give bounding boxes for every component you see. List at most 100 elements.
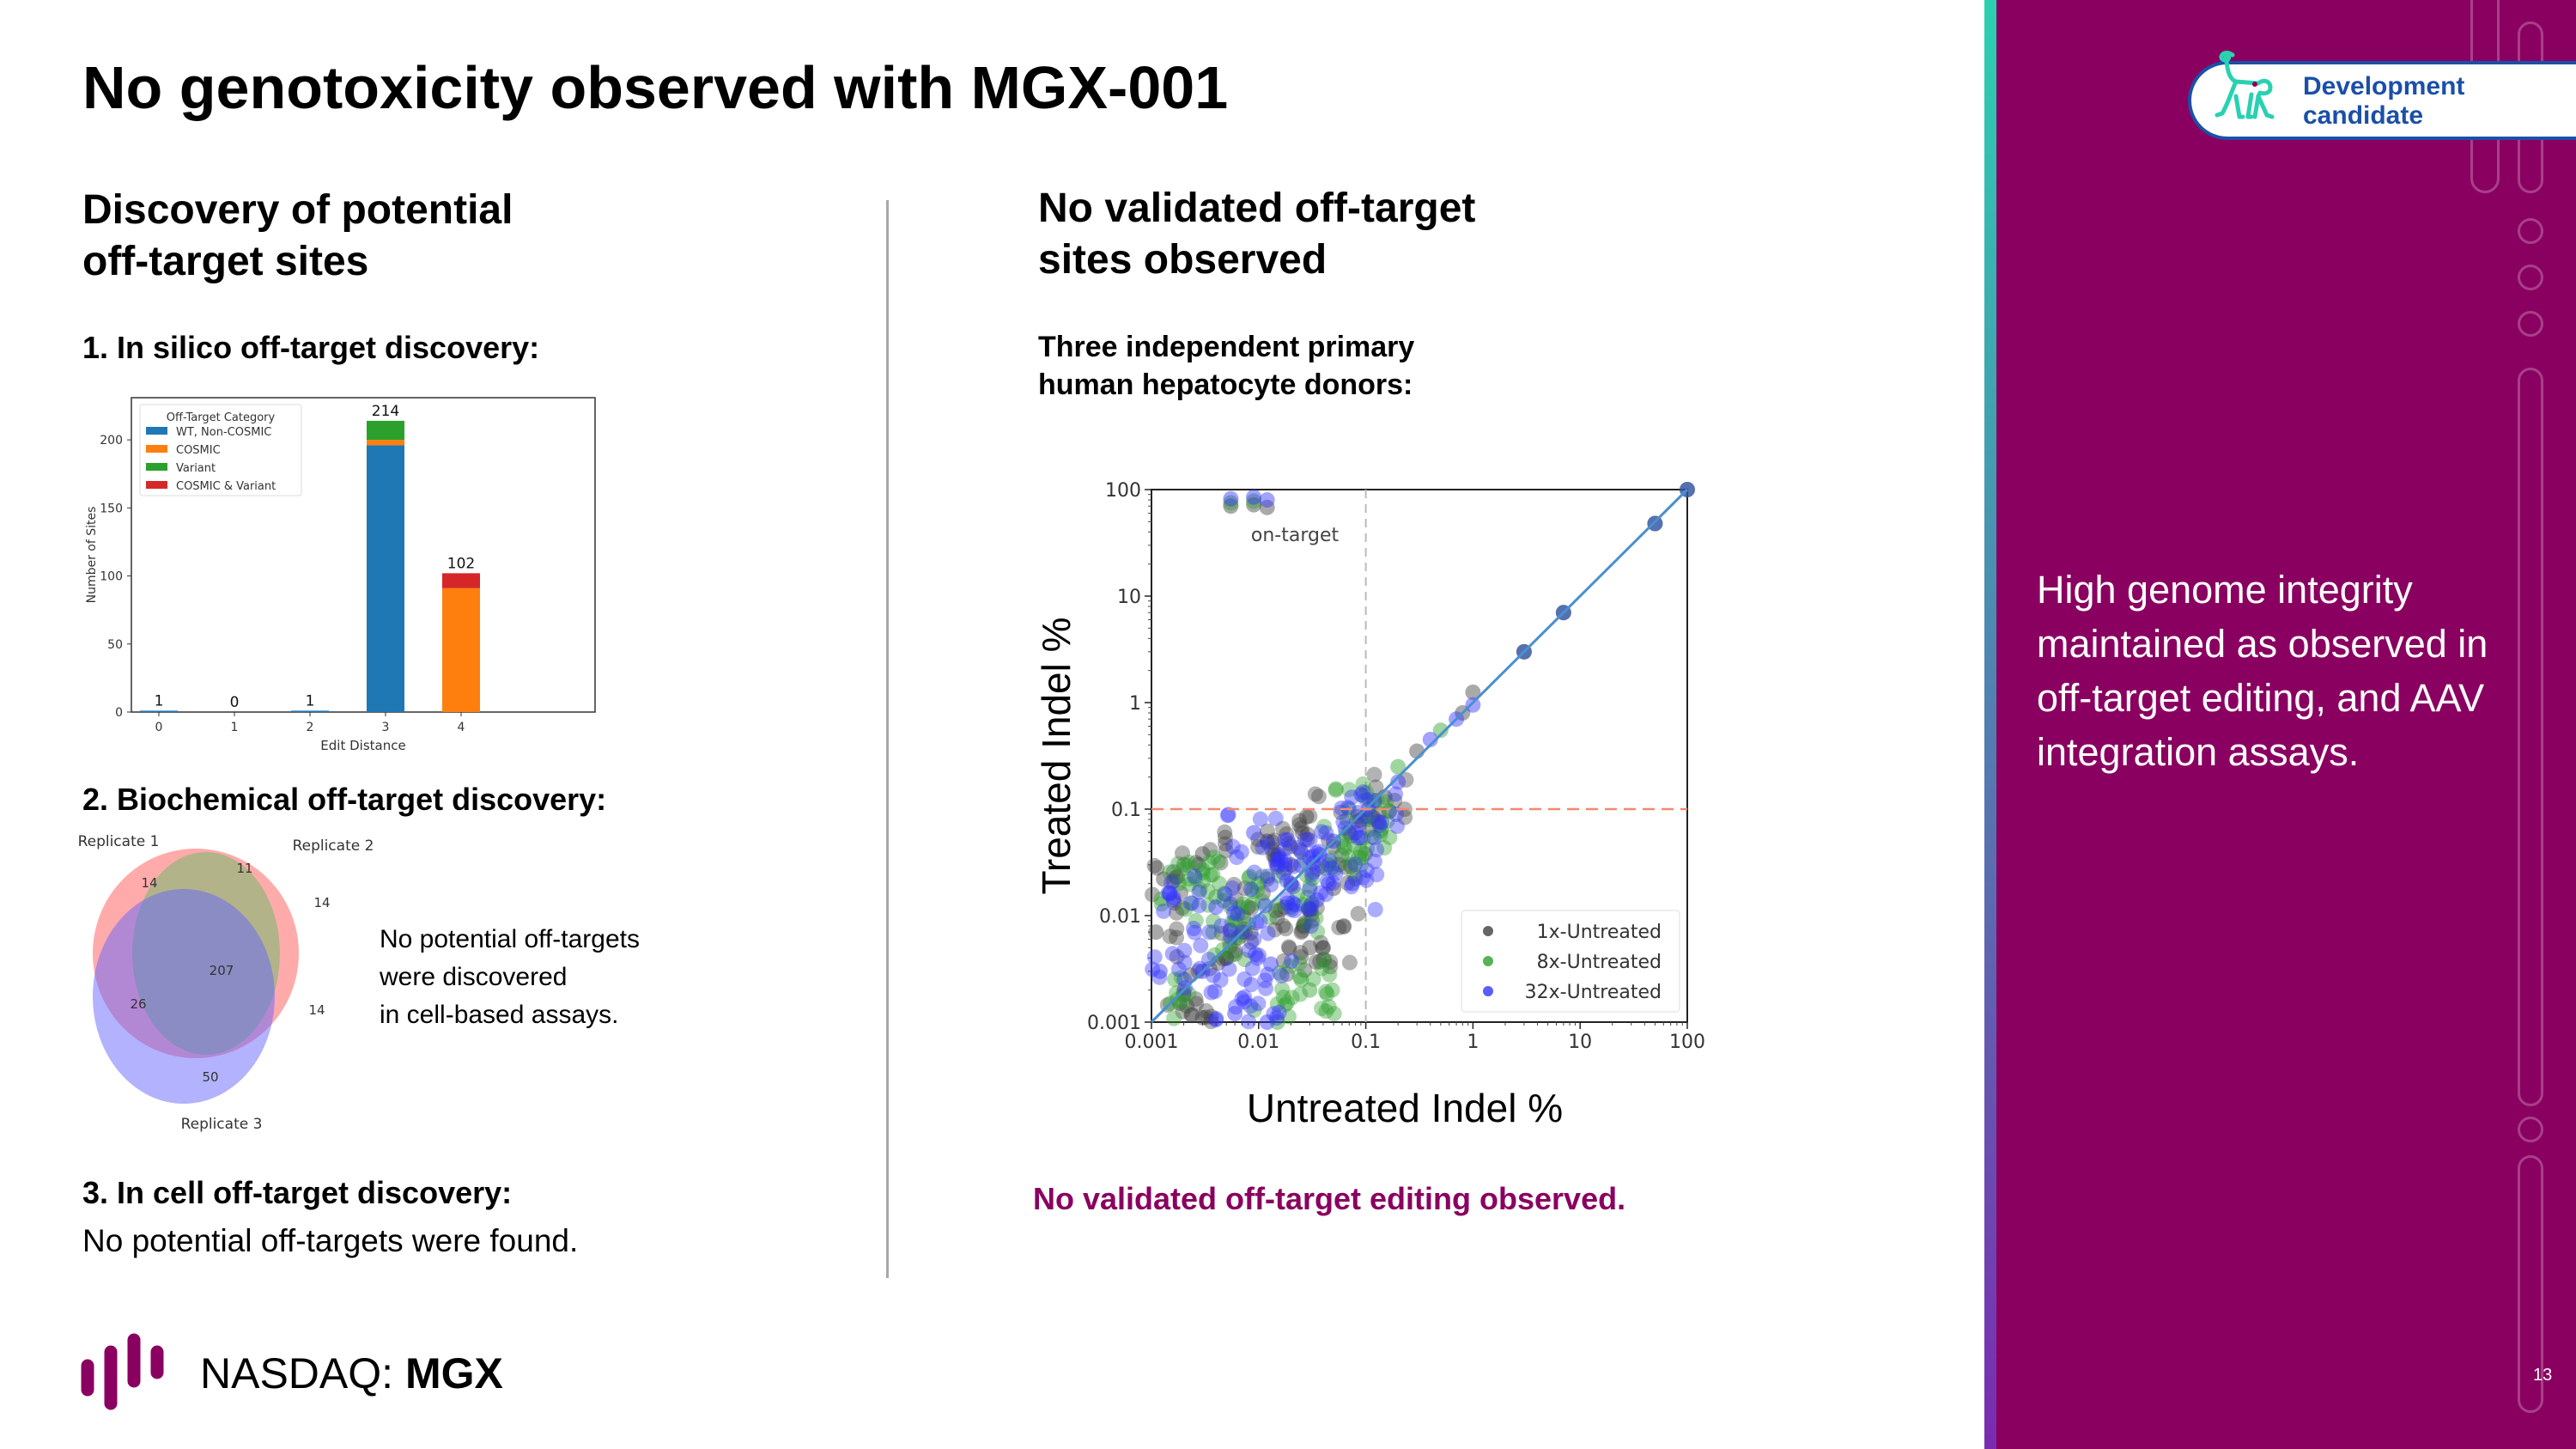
scatter-point [1220,807,1236,823]
scatter-point [1170,868,1186,885]
scatter-point [1217,824,1233,840]
scatter-point [1203,1008,1219,1025]
legend-marker [1483,986,1493,996]
scatter-point [1218,843,1234,859]
scatter-point [1205,924,1221,941]
scatter-point [1244,884,1261,900]
scatter-point [1241,870,1257,886]
scatter-point [1234,904,1250,921]
scatter-point [1151,963,1168,979]
scatter-point [1351,849,1367,866]
donors-line2: human hepatocyte donors: [1038,368,1413,401]
scatter-point [1164,946,1181,962]
scatter-point [1233,843,1249,860]
scatter-point [1160,885,1176,901]
scatter-point [1232,899,1249,916]
venn-note-line1: No potential off-targets [380,925,640,953]
y-tick-label: 0.1 [1111,800,1141,821]
scatter-point [1198,1009,1214,1026]
scatter-point [1369,793,1385,809]
scatter-point [1346,867,1363,883]
scatter-point [1368,779,1384,795]
scatter-point [1303,895,1320,911]
scatter-point [1163,874,1180,891]
scatter-point [1194,865,1211,881]
scatter-point [1208,899,1224,916]
bar-total-label: 1 [306,692,315,709]
scatter-point [1184,895,1200,911]
scatter-point [1309,861,1326,877]
x-tick-label: 1 [231,721,239,734]
scatter-point [1345,875,1361,892]
scatter-point [1359,841,1376,857]
scatter-point [1216,886,1232,902]
scatter-point [1299,831,1315,848]
scatter-point [1221,961,1237,977]
scatter-point [1342,856,1358,873]
scatter-point [1357,846,1373,862]
decor-pill [2518,1155,2543,1413]
scatter-point [1279,891,1296,907]
scatter-point [1188,855,1204,871]
scatter-point [1281,835,1297,851]
scatter-point [1341,954,1358,971]
scatter-point [1194,846,1211,862]
scatter-point [1277,996,1293,1013]
scatter-point [1248,946,1264,962]
scatter-point [1265,847,1281,863]
scatter-point [1371,818,1388,834]
scatter-point [1246,864,1262,880]
scatter-point [1200,952,1217,968]
scatter-point [1183,1006,1200,1022]
scatter-point [1223,498,1239,514]
scatter-point [1317,861,1334,877]
scatter-point [1321,832,1337,849]
scatter-point [1378,794,1394,810]
left-heading: Discovery of potential off-target sites [82,185,513,288]
scatter-point [1236,909,1252,925]
step2-label: 2. Biochemical off-target discovery: [82,782,607,817]
scatter-point [1190,963,1206,979]
right-heading-line2: sites observed [1038,237,1327,283]
scatter-point [1335,918,1352,935]
scatter-point [1346,837,1362,853]
scatter-point [1275,953,1291,969]
scatter-point [1246,1002,1262,1018]
scatter-point [1338,825,1354,842]
scatter-point [1267,903,1284,919]
scatter-point [1222,938,1238,954]
scatter-point [1365,809,1382,825]
scatter-point [1182,895,1199,911]
scatter-point [1246,825,1262,841]
scatter-point [1235,896,1251,912]
scatter-point [1260,966,1276,983]
scatter-point [1372,823,1388,839]
scatter-point [1217,830,1233,846]
scatter-point [1302,982,1318,998]
scatter-point [1217,886,1233,903]
scatter-point [1212,855,1229,871]
scatter-point [1274,981,1291,997]
scatter-point [1398,771,1414,788]
scatter-point [1263,877,1279,893]
x-tick-label: 0 [155,721,163,734]
scatter-point [1364,808,1380,825]
bar-segment [291,710,329,712]
scatter-point [1382,829,1398,845]
scatter-point [1303,897,1320,913]
scatter-point [1249,882,1266,898]
scatter-point [1168,869,1184,886]
scatter-point [1277,831,1293,848]
right-heading: No validated off-target sites observed [1038,183,1475,286]
scatter-point [1355,776,1371,792]
scatter-point [1193,937,1209,953]
scatter-point [1290,840,1306,856]
scatter-point [1188,870,1204,886]
scatter-point [1266,1006,1282,1022]
scatter-point [1267,922,1283,938]
scatter-point [1277,899,1293,916]
scatter-point [1267,847,1283,863]
scatter-point [1291,955,1308,971]
scatter-point [1283,838,1299,855]
scatter-point [1195,873,1212,889]
